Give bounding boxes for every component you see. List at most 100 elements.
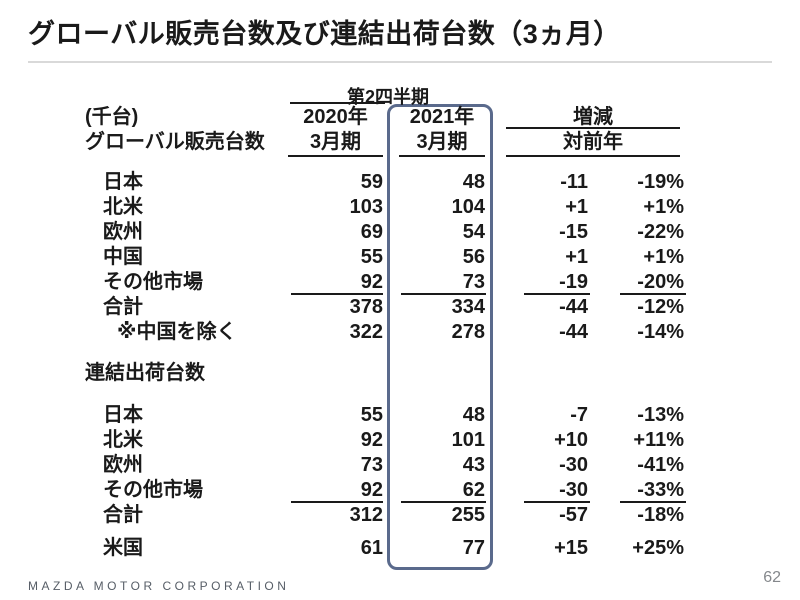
value-2021: 77 [462, 537, 485, 559]
value-2020: 378 [349, 296, 383, 318]
col-header-yoy: 対前年 [563, 131, 623, 153]
value-diff: -30 [559, 454, 588, 476]
value-pct: -13% [637, 404, 684, 426]
rule-above-total-2020 [291, 293, 383, 295]
value-diff: -30 [559, 479, 588, 501]
col-header-2021-year: 2021年 [409, 106, 475, 128]
table-row: 欧州 69 54 -15 -22% [0, 220, 800, 245]
value-2021: 104 [451, 196, 485, 218]
section2-label: 連結出荷台数 [85, 362, 205, 384]
value-2021: 48 [462, 404, 485, 426]
col-header-2020-term: 3月期 [309, 131, 362, 153]
row-label: 北米 [103, 429, 143, 451]
rule-above-total2-2021 [401, 501, 486, 503]
rule-above-total2-diff [524, 501, 590, 503]
value-2020: 61 [360, 537, 383, 559]
row-label: 北米 [103, 196, 143, 218]
value-pct: -41% [637, 454, 684, 476]
row-label: その他市場 [103, 271, 203, 293]
value-diff: +1 [565, 196, 588, 218]
unit-label: (千台) [85, 106, 139, 128]
value-2021: 278 [451, 321, 485, 343]
row-label: ※中国を除く [117, 321, 237, 343]
value-diff: -44 [559, 296, 588, 318]
value-2020: 73 [360, 454, 383, 476]
rule-above-total2-2020 [291, 501, 383, 503]
rule-under-yoy-header [506, 155, 680, 157]
value-pct: -33% [637, 479, 684, 501]
col-header-2021-term: 3月期 [416, 131, 468, 153]
table-row: その他市場 92 73 -19 -20% [0, 270, 800, 295]
table-row-usa: 米国 61 77 +15 +25% [0, 536, 800, 561]
section2-header-row: 連結出荷台数 [0, 361, 800, 386]
value-2020: 55 [360, 246, 383, 268]
rule-above-total-2021 [401, 293, 486, 295]
table-row: 中国 55 56 +1 +1% [0, 245, 800, 270]
value-2021: 73 [462, 271, 485, 293]
row-label: 合計 [103, 296, 143, 318]
row-label: 合計 [103, 504, 143, 526]
value-2020: 312 [349, 504, 383, 526]
value-2020: 55 [360, 404, 383, 426]
value-2020: 92 [360, 429, 383, 451]
value-2021: 56 [462, 246, 485, 268]
value-diff: +15 [554, 537, 588, 559]
rule-under-period-header [290, 102, 385, 104]
table-row: 欧州 73 43 -30 -41% [0, 453, 800, 478]
table-row: 日本 59 48 -11 -19% [0, 170, 800, 195]
table-row: 北米 92 101 +10 +11% [0, 428, 800, 453]
row-label: 欧州 [103, 221, 143, 243]
value-diff: +10 [554, 429, 588, 451]
value-2021: 54 [462, 221, 485, 243]
value-2021: 62 [462, 479, 485, 501]
value-2021: 255 [451, 504, 485, 526]
value-pct: +25% [632, 537, 684, 559]
table-row: その他市場 92 62 -30 -33% [0, 478, 800, 503]
table-total-row: 合計 312 255 -57 -18% [0, 503, 800, 528]
value-pct: +1% [643, 196, 684, 218]
value-diff: -44 [559, 321, 588, 343]
value-2020: 322 [349, 321, 383, 343]
value-2021: 101 [451, 429, 485, 451]
value-2021: 48 [462, 171, 485, 193]
rule-above-total-diff [524, 293, 590, 295]
value-2020: 59 [360, 171, 383, 193]
table-total-row: 合計 378 334 -44 -12% [0, 295, 800, 320]
value-diff: -11 [560, 171, 588, 193]
row-label: 中国 [103, 246, 143, 268]
title-divider [28, 61, 772, 63]
page-title: グローバル販売台数及び連結出荷台数（3ヵ月） [28, 19, 621, 49]
value-diff: -19 [559, 271, 588, 293]
table-row: 北米 103 104 +1 +1% [0, 195, 800, 220]
value-2021: 334 [451, 296, 485, 318]
col-header-change: 増減 [573, 106, 613, 128]
row-label: 欧州 [103, 454, 143, 476]
rule-under-2020-header [288, 155, 383, 157]
value-pct: +11% [633, 429, 684, 451]
table-header-row-1: (千台) 2020年 2021年 増減 [0, 105, 800, 130]
value-diff: +1 [565, 246, 588, 268]
value-2020: 103 [349, 196, 383, 218]
row-label: その他市場 [103, 479, 203, 501]
value-2021: 43 [462, 454, 485, 476]
rule-above-total-pct [620, 293, 686, 295]
value-pct: -18% [637, 504, 684, 526]
value-pct: +1% [643, 246, 684, 268]
value-2020: 92 [360, 271, 383, 293]
page-number: 62 [763, 569, 781, 586]
value-pct: -12% [637, 296, 684, 318]
row-label: 日本 [103, 171, 143, 193]
rule-under-2021-header [399, 155, 485, 157]
company-footer: MAZDA MOTOR CORPORATION [28, 579, 290, 593]
row-label: 米国 [103, 537, 143, 559]
value-diff: -15 [559, 221, 588, 243]
value-pct: -19% [637, 171, 684, 193]
col-header-2020-year: 2020年 [303, 106, 368, 128]
rule-above-total2-pct [620, 501, 686, 503]
value-2020: 92 [360, 479, 383, 501]
table-note-row: ※中国を除く 322 278 -44 -14% [0, 320, 800, 345]
highlight-box-2021-column [387, 104, 493, 570]
value-diff: -57 [559, 504, 588, 526]
table-row: 日本 55 48 -7 -13% [0, 403, 800, 428]
